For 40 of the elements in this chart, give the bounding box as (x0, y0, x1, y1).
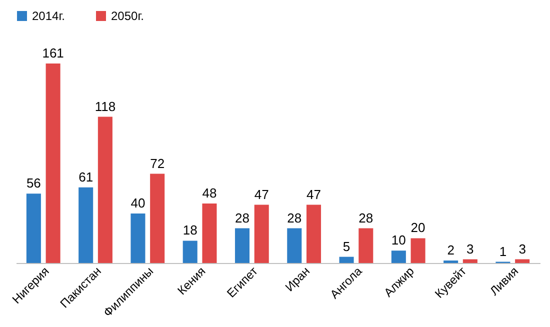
legend-label: 2014г. (32, 9, 65, 23)
bar (234, 228, 250, 263)
data-label: 47 (306, 186, 321, 202)
data-label: 56 (26, 176, 41, 191)
data-label: 28 (358, 210, 374, 226)
data-label: 40 (130, 195, 146, 210)
data-label: 1 (499, 244, 507, 259)
bar (358, 228, 374, 263)
data-label: 20 (410, 220, 426, 236)
data-label: 48 (202, 186, 217, 201)
bar (182, 240, 198, 263)
bar (254, 204, 269, 263)
bar (391, 250, 406, 263)
bar (98, 116, 112, 263)
bar (339, 256, 354, 263)
bar (26, 194, 41, 263)
legend-label: 2050г. (111, 9, 144, 23)
data-label: 28 (235, 210, 250, 226)
data-label: 161 (42, 46, 64, 61)
data-label: 10 (391, 232, 406, 248)
bar (202, 204, 217, 263)
data-label: 5 (342, 238, 350, 254)
bar (46, 64, 60, 263)
bar (462, 259, 478, 263)
data-label: 118 (94, 98, 116, 114)
bar (287, 228, 302, 263)
bar (306, 204, 322, 263)
data-label: 28 (287, 210, 302, 226)
data-label: 2 (447, 242, 454, 258)
data-label: 3 (466, 241, 474, 256)
bar (130, 213, 146, 263)
bar (150, 174, 165, 263)
bar (78, 187, 94, 263)
bar (410, 238, 426, 263)
data-label: 72 (150, 156, 165, 171)
data-label: 47 (254, 186, 269, 202)
data-label: 3 (518, 241, 526, 256)
bar (515, 259, 530, 263)
data-label: 61 (78, 169, 94, 184)
data-label: 18 (182, 222, 198, 238)
